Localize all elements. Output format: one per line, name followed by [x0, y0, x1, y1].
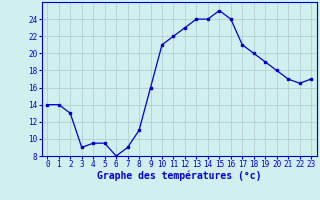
X-axis label: Graphe des températures (°c): Graphe des températures (°c)	[97, 171, 261, 181]
